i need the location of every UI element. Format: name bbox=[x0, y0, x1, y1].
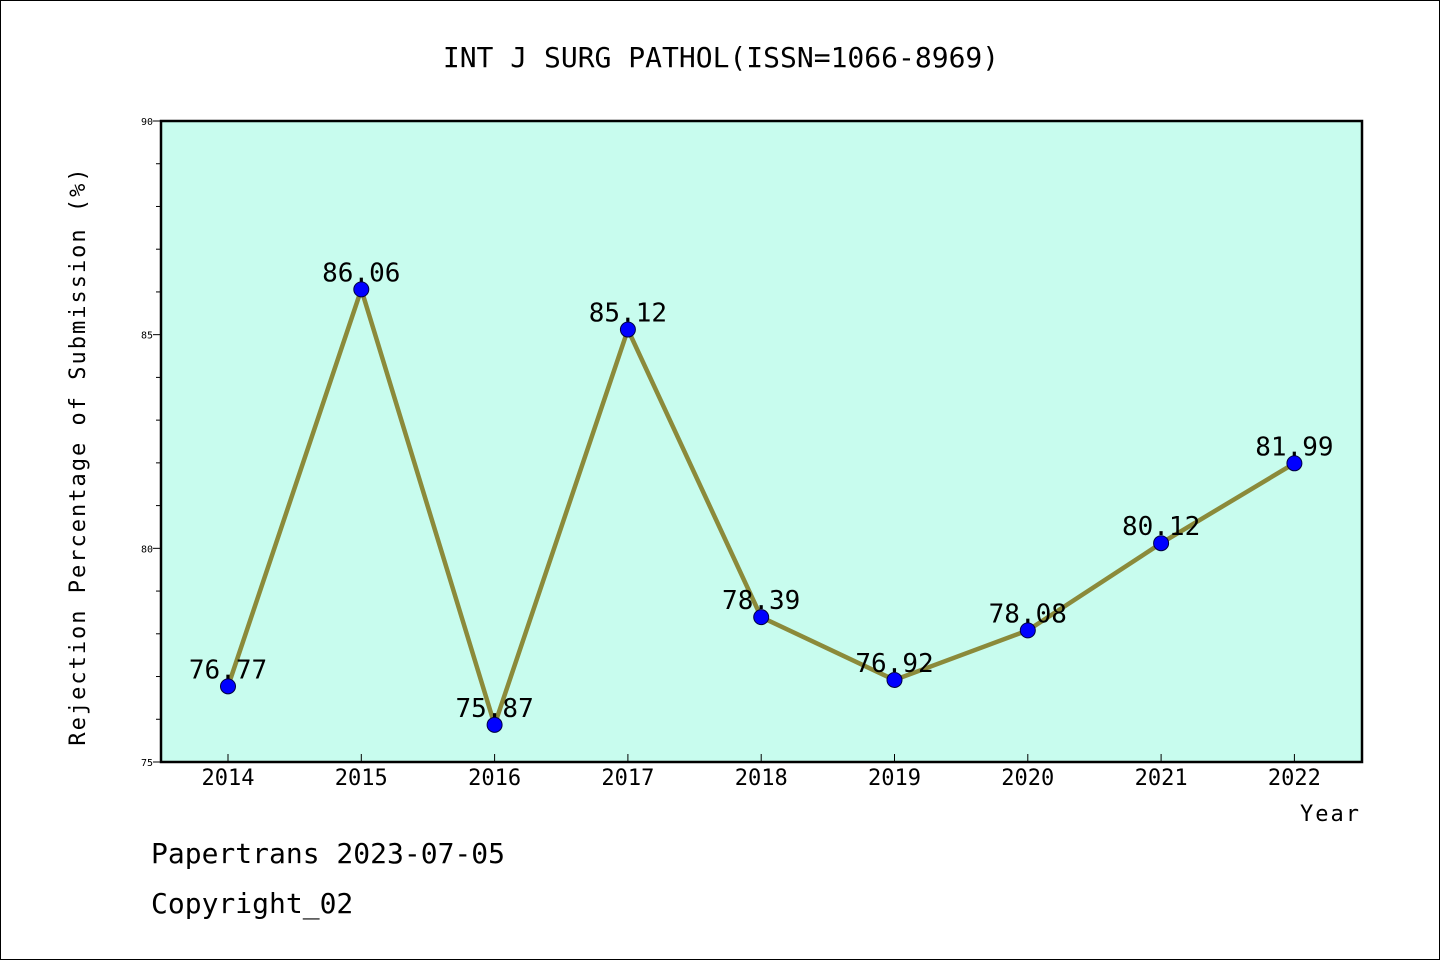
footer-copyright: Copyright_02 bbox=[151, 887, 354, 920]
data-label: 86.06 bbox=[322, 258, 400, 288]
data-label: 76.92 bbox=[855, 649, 933, 679]
y-tick-label: 75 bbox=[141, 758, 153, 769]
x-tick-label: 2014 bbox=[202, 766, 255, 791]
data-point bbox=[1286, 455, 1303, 472]
plot-border bbox=[159, 119, 1364, 764]
x-tick-label: 2017 bbox=[601, 766, 654, 791]
plot-area bbox=[161, 121, 1362, 762]
data-label: 78.39 bbox=[722, 586, 800, 616]
y-tick-label: 90 bbox=[141, 117, 153, 128]
data-label: 80.12 bbox=[1122, 512, 1200, 542]
data-point bbox=[753, 609, 770, 626]
marker-layer bbox=[220, 281, 1303, 733]
data-label: 76.77 bbox=[189, 655, 267, 685]
data-label: 85.12 bbox=[589, 299, 667, 329]
data-point bbox=[619, 321, 636, 338]
data-label: 75.87 bbox=[455, 694, 533, 724]
x-tick-label: 2015 bbox=[335, 766, 388, 791]
data-label: 78.08 bbox=[989, 599, 1067, 629]
x-tick-label: 2022 bbox=[1268, 766, 1321, 791]
x-tick-label: 2016 bbox=[468, 766, 521, 791]
y-tick-label: 85 bbox=[141, 331, 153, 342]
x-axis-label: Year bbox=[1300, 802, 1361, 827]
label-layer: 76.77 86.06 75.87 85.12 78.39 76.92 78.08 80.12… bbox=[189, 258, 1334, 723]
y-tick-label: 80 bbox=[141, 544, 153, 555]
chart-title: INT J SURG PATHOL(ISSN=1066-8969) bbox=[443, 41, 999, 74]
data-point bbox=[1019, 622, 1036, 639]
data-point bbox=[886, 671, 903, 688]
footer-date: Papertrans 2023-07-05 bbox=[151, 837, 506, 870]
x-tick-label: 2020 bbox=[1001, 766, 1054, 791]
data-point bbox=[220, 678, 236, 695]
x-tick-label: 2019 bbox=[868, 766, 921, 791]
y-axis-label: Rejection Percentage of Submission (%) bbox=[66, 166, 91, 745]
x-tick-label: 2021 bbox=[1135, 766, 1188, 791]
ticks-layer: 75 80 85 90 2014 2015 2016 2017 2018 2019 2020 2021… bbox=[141, 117, 1321, 791]
data-point bbox=[1153, 535, 1170, 552]
x-tick-label: 2018 bbox=[735, 766, 788, 791]
data-point bbox=[486, 716, 503, 733]
data-point bbox=[353, 281, 370, 298]
data-label: 81.99 bbox=[1255, 432, 1333, 462]
